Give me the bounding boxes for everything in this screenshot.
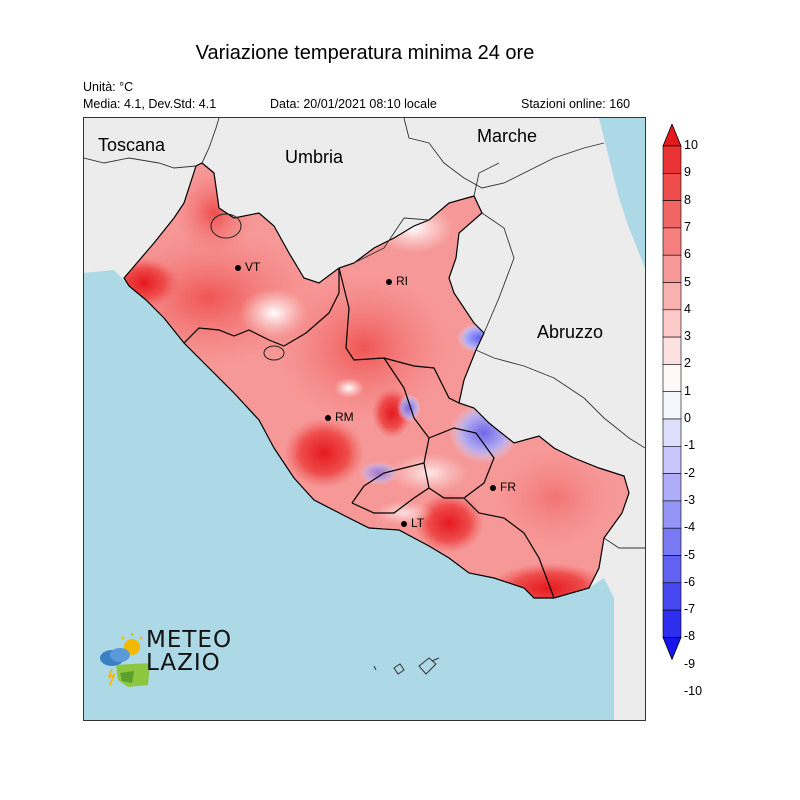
colorbar-tick-label: 6 [684, 247, 691, 262]
city-rieti: RI [386, 274, 408, 288]
map-title: Variazione temperatura minima 24 ore [195, 42, 535, 64]
colorbar-segment [662, 500, 682, 529]
adriatic-sea [599, 118, 645, 268]
city-roma: RM [325, 410, 354, 424]
sea-area [84, 270, 614, 720]
colorbar-tick-label: -3 [684, 492, 696, 507]
colorbar-segment [662, 200, 682, 229]
city-dot [386, 278, 392, 285]
date-label: Data: 20/01/2021 08:10 locale [270, 97, 437, 111]
region-label-marche: Marche [477, 126, 538, 146]
city-label: RI [396, 274, 408, 288]
city-dot [490, 484, 496, 491]
lake-bracciano [263, 345, 285, 361]
meteo-lazio-logo: METEO LAZIO [98, 625, 248, 700]
colorbar-tick-label: -6 [684, 574, 696, 589]
colorbar-tick-label: 4 [684, 301, 691, 316]
colorbar-segment [662, 309, 682, 338]
pontine-islands [373, 657, 440, 675]
colorbar-bottom-arrow [662, 637, 682, 661]
colorbar-tick-label: -7 [684, 602, 696, 617]
stats-label: Media: 4.1, Dev.Std: 4.1 [83, 97, 217, 111]
colorbar-tick-label: 8 [684, 192, 691, 207]
city-dot [401, 520, 407, 527]
region-label-umbria: Umbria [285, 147, 344, 167]
colorbar-tick-label: -2 [684, 465, 696, 480]
colorbar-tick-label: -5 [684, 547, 696, 562]
colorbar-segment [662, 364, 682, 392]
colorbar-segment [662, 445, 682, 474]
colorbar [662, 124, 682, 661]
city-dot [325, 414, 331, 421]
city-frosinone: FR [490, 480, 516, 494]
city-viterbo: VT [235, 260, 260, 274]
city-label: LT [411, 516, 425, 530]
region-label-toscana: Toscana [98, 135, 166, 155]
temperature-map: Toscana Umbria Marche Abruzzo VT RI RM F… [83, 117, 646, 721]
colorbar-tick-label: 0 [684, 411, 691, 425]
colorbar-segment [662, 227, 682, 256]
colorbar-tick-label: -4 [684, 520, 696, 535]
colorbar-segment [662, 391, 682, 420]
colorbar-segment [662, 555, 682, 584]
colorbar-segment [662, 254, 682, 283]
lake-bolsena [210, 213, 242, 239]
colorbar-segment [662, 473, 682, 502]
province-borders [123, 162, 630, 599]
colorbar-segment [662, 172, 682, 201]
colorbar-tick-label: -1 [684, 438, 696, 453]
colorbar-segment [662, 336, 682, 365]
colorbar-segment [662, 582, 682, 611]
colorbar-tick-label: 3 [684, 329, 691, 344]
city-dot [235, 264, 241, 271]
map-canvas [84, 118, 645, 720]
colorbar-segment [662, 527, 682, 556]
logo-icon [100, 633, 150, 687]
colorbar-tick-label: 2 [684, 356, 691, 371]
colorbar-segment [662, 145, 682, 174]
colorbar-top-arrow [662, 124, 682, 147]
city-label: FR [500, 480, 516, 494]
colorbar-tick-label: -9 [684, 656, 696, 671]
colorbar-segment [662, 282, 682, 311]
region-label-abruzzo: Abruzzo [537, 322, 604, 342]
colorbar-tick-label: -8 [684, 629, 696, 644]
city-label: VT [245, 260, 261, 274]
units-label: Unità: °C [83, 80, 134, 94]
colorbar-segment [662, 609, 682, 638]
colorbar-tick-label: 5 [684, 274, 691, 289]
colorbar-tick-label: 10 [684, 138, 698, 152]
colorbar-tick-label: 7 [684, 219, 691, 234]
colorbar-segment [662, 418, 682, 447]
stations-label: Stazioni online: 160 [521, 97, 631, 111]
logo-text-lazio: LAZIO [146, 650, 221, 676]
colorbar-tick-label: 1 [684, 383, 691, 398]
colorbar-tick-label: 9 [684, 165, 691, 180]
colorbar-tick-label: -10 [684, 684, 703, 698]
city-label: RM [335, 410, 354, 424]
logo-text-meteo: METEO [146, 627, 233, 653]
city-latina: LT [401, 516, 424, 530]
region-borders [84, 118, 645, 549]
